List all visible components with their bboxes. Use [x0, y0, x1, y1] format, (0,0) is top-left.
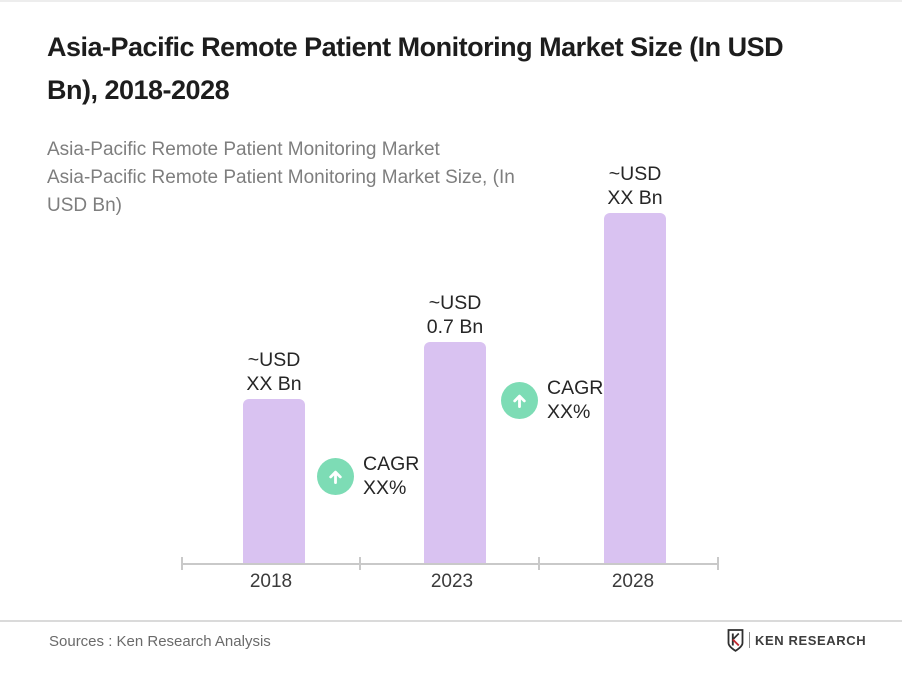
bar-value-label-2018: ~USD XX Bn: [204, 348, 344, 396]
bar-value-label-2028-line2: XX Bn: [607, 187, 663, 209]
chart-subtitle-line-2: Asia-Pacific Remote Patient Monitoring M…: [47, 167, 515, 188]
bar-value-label-2023-line2: 0.7 Bn: [426, 316, 484, 338]
x-axis-label-2023: 2023: [430, 571, 474, 592]
ken-research-logo: KEN RESEARCH: [727, 628, 866, 652]
x-axis-tick: [359, 557, 361, 570]
x-axis-label-2018: 2018: [249, 571, 293, 592]
footer-divider: [0, 620, 902, 622]
cagr-annotation-text: CAGR XX%: [547, 376, 603, 424]
logo-text: KEN RESEARCH: [755, 632, 867, 648]
cagr-value: XX%: [547, 401, 591, 423]
cagr-annotation-2018-2023: CAGR XX%: [317, 452, 419, 500]
bar-2023: [424, 342, 486, 564]
bar-2028: [604, 213, 666, 564]
bar-value-label-2028-line1: ~USD: [608, 163, 662, 185]
page-title-line-2: Bn), 2018-2028: [47, 75, 230, 105]
x-axis-tick: [717, 557, 719, 570]
bar-value-label-2018-line2: XX Bn: [246, 373, 302, 395]
x-axis-tick: [538, 557, 540, 570]
cagr-value: XX%: [363, 477, 407, 499]
chart-subtitle-line-1: Asia-Pacific Remote Patient Monitoring M…: [47, 139, 440, 160]
chart-subtitle-line-3: USD Bn): [47, 195, 122, 216]
page-title-line-1: Asia-Pacific Remote Patient Monitoring M…: [47, 32, 784, 62]
up-arrow-glyph: [513, 394, 526, 408]
up-arrow-glyph: [329, 470, 342, 484]
logo-separator: [749, 632, 750, 648]
bar-value-label-2023-line1: ~USD: [428, 292, 482, 314]
up-arrow-circle-icon: [501, 381, 538, 419]
cagr-label: CAGR: [363, 453, 420, 475]
cagr-annotation-text: CAGR XX%: [363, 452, 419, 500]
top-border: [0, 0, 902, 2]
x-axis-label-2028: 2028: [611, 571, 655, 592]
bar-value-label-2018-line1: ~USD: [247, 349, 301, 371]
up-arrow-circle-icon: [317, 457, 354, 495]
x-axis-line: [181, 563, 719, 565]
bar-value-label-2028: ~USD XX Bn: [565, 162, 705, 210]
sources-text: Sources : Ken Research Analysis: [49, 633, 271, 650]
page-title: Asia-Pacific Remote Patient Monitoring M…: [47, 26, 892, 112]
ken-research-shield-icon: [727, 628, 744, 652]
bar-2018: [243, 399, 305, 564]
x-axis-tick: [181, 557, 183, 570]
bar-value-label-2023: ~USD 0.7 Bn: [385, 291, 525, 339]
chart-subtitle: Asia-Pacific Remote Patient Monitoring M…: [47, 136, 627, 220]
cagr-annotation-2023-2028: CAGR XX%: [501, 376, 603, 424]
cagr-label: CAGR: [547, 377, 604, 399]
